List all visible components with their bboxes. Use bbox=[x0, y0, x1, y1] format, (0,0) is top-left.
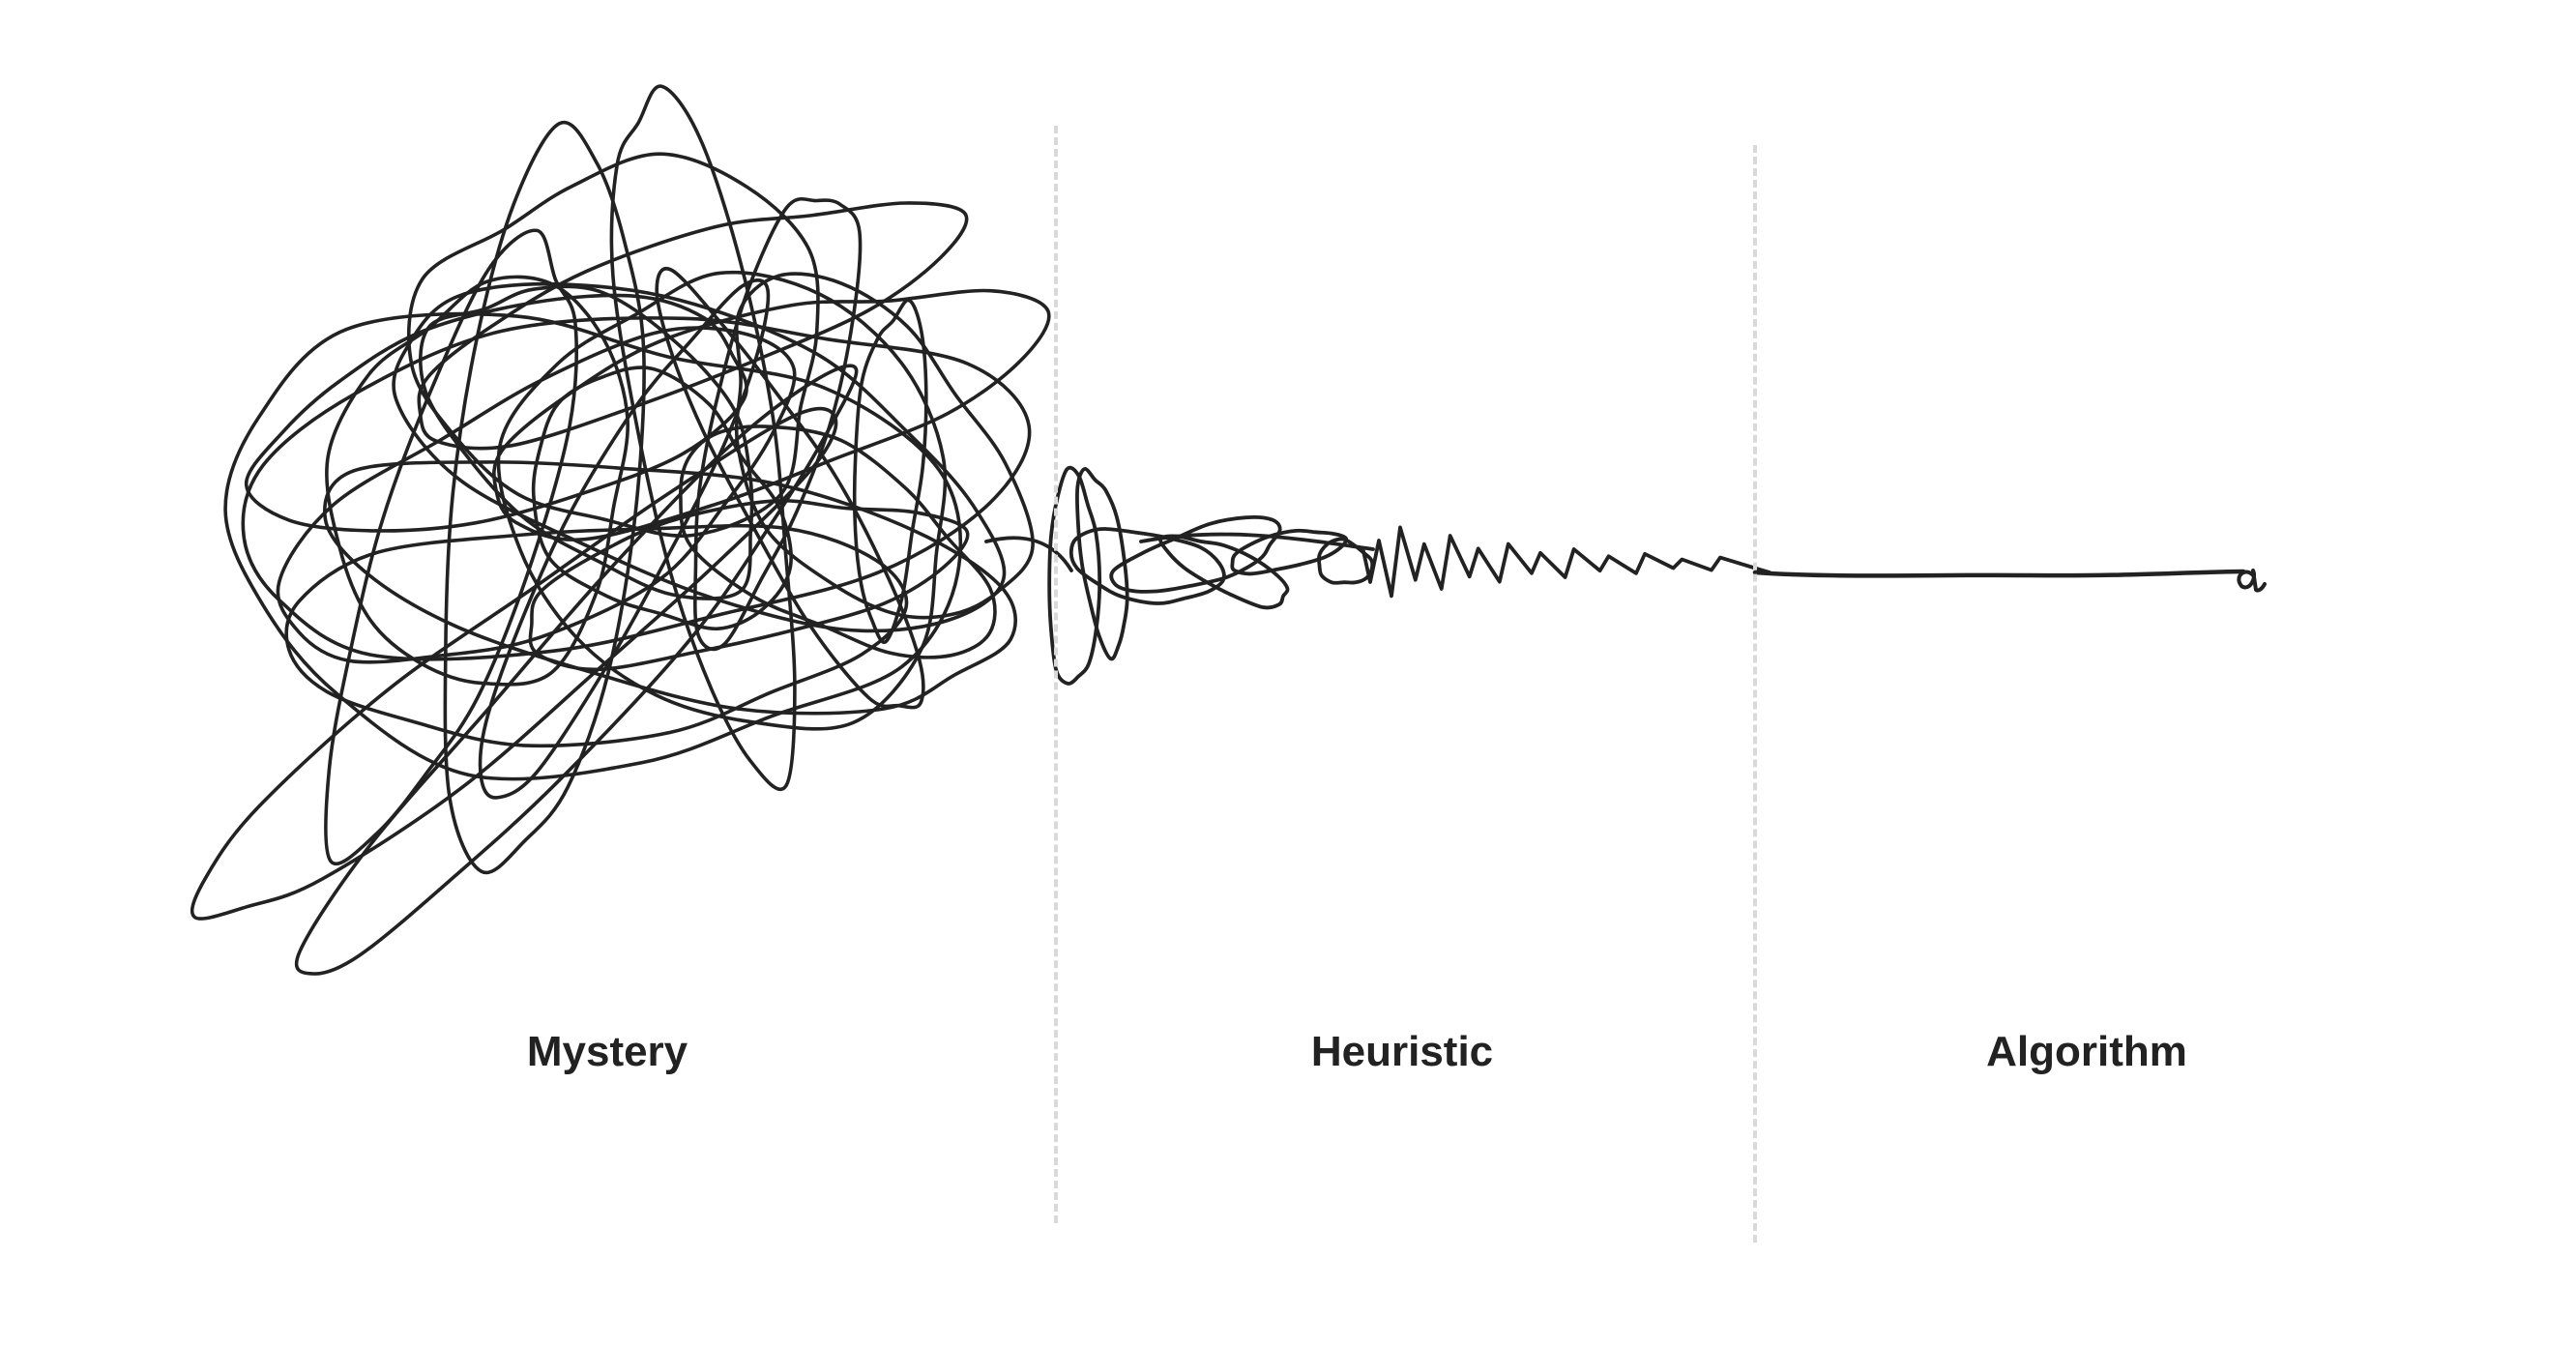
heuristic-loop bbox=[1316, 537, 1375, 585]
heuristic-loop bbox=[1109, 515, 1282, 594]
tangle-loop bbox=[679, 424, 997, 659]
mystery-tangle bbox=[190, 84, 1051, 976]
tangle-loop bbox=[417, 201, 969, 451]
stage-label-mystery: Mystery bbox=[526, 1028, 688, 1075]
tangle-loop bbox=[190, 406, 838, 921]
algorithm-line bbox=[1752, 569, 2246, 578]
heuristic-zigzag bbox=[1361, 525, 1771, 599]
tangle-loop bbox=[325, 275, 629, 687]
tangle-loop bbox=[478, 278, 771, 800]
tangle-loop bbox=[734, 272, 1035, 620]
tangle-loop bbox=[323, 460, 1017, 716]
tangle-loop bbox=[223, 311, 963, 781]
divider-mystery-heuristic bbox=[1054, 126, 1058, 1223]
algorithm-end-flourish bbox=[2237, 569, 2267, 593]
heuristic-loop bbox=[1074, 467, 1129, 661]
tangle-loop bbox=[609, 84, 797, 792]
stage-label-algorithm: Algorithm bbox=[1986, 1028, 2187, 1075]
tangle-loop bbox=[852, 298, 928, 644]
tangle-loop bbox=[528, 498, 970, 672]
tangle-loop bbox=[294, 364, 859, 976]
tangle-loop bbox=[276, 326, 797, 664]
tangle-loop bbox=[693, 196, 863, 652]
tangle-loop bbox=[419, 284, 754, 600]
heuristic-connector bbox=[984, 532, 1375, 572]
tangle-loop bbox=[443, 120, 646, 875]
tangle-loop bbox=[531, 366, 793, 631]
heuristic-loop bbox=[1068, 527, 1226, 605]
heuristic-loop bbox=[1047, 465, 1102, 686]
tangle-loop bbox=[241, 316, 1032, 661]
divider-heuristic-algorithm bbox=[1753, 145, 1757, 1243]
heuristic-scribble bbox=[984, 465, 1771, 686]
stage-label-heuristic: Heuristic bbox=[1310, 1028, 1494, 1075]
tangle-loop bbox=[324, 228, 578, 865]
